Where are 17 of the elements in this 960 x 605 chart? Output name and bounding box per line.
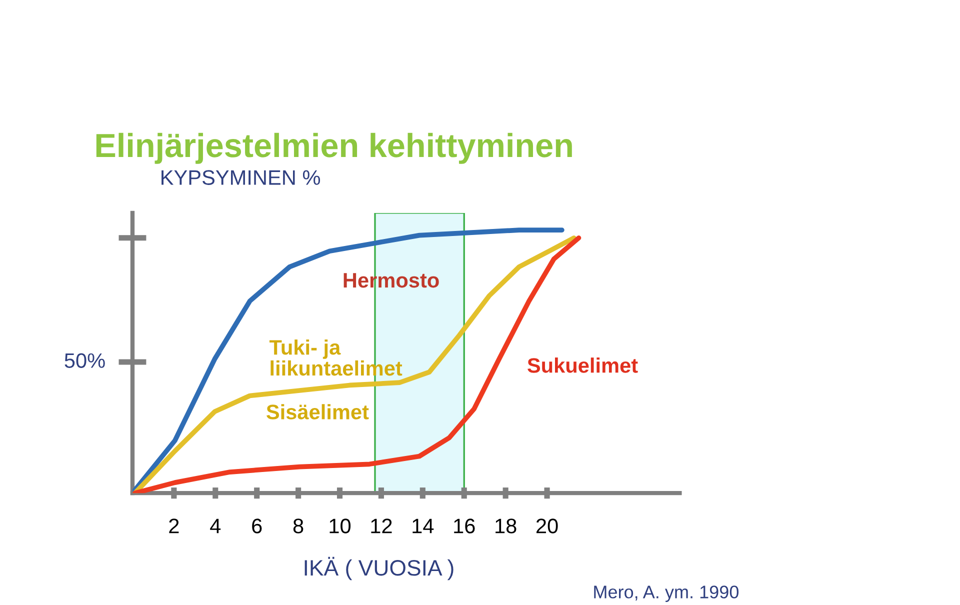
text: Mero, A. ym. 1990 <box>594 586 739 602</box>
y-axis-title: KYPSYMINEN % <box>162 170 320 185</box>
x-tick-label: 12 <box>371 518 392 534</box>
x-tick-label: 16 <box>454 518 475 534</box>
x-tick-label: 18 <box>496 518 516 534</box>
series-label: Sukuelimet <box>528 358 638 373</box>
x-tick-label: 20 <box>536 518 558 534</box>
x-tick-label: 14 <box>412 518 434 534</box>
x-tick-label: 6 <box>252 518 262 534</box>
text: 50% <box>64 353 105 368</box>
chart-title: Elinjärjestelmien kehittyminen <box>96 132 572 164</box>
x-tick-label: 2 <box>169 518 179 534</box>
x-tick-label: 10 <box>330 518 351 534</box>
x-axis-title: IKÄ ( VUOSIA ) <box>304 556 454 580</box>
annotation: Sisäelimet <box>266 404 369 420</box>
x-tick-label: 4 <box>210 518 221 534</box>
x-tick-label: 8 <box>293 518 304 534</box>
